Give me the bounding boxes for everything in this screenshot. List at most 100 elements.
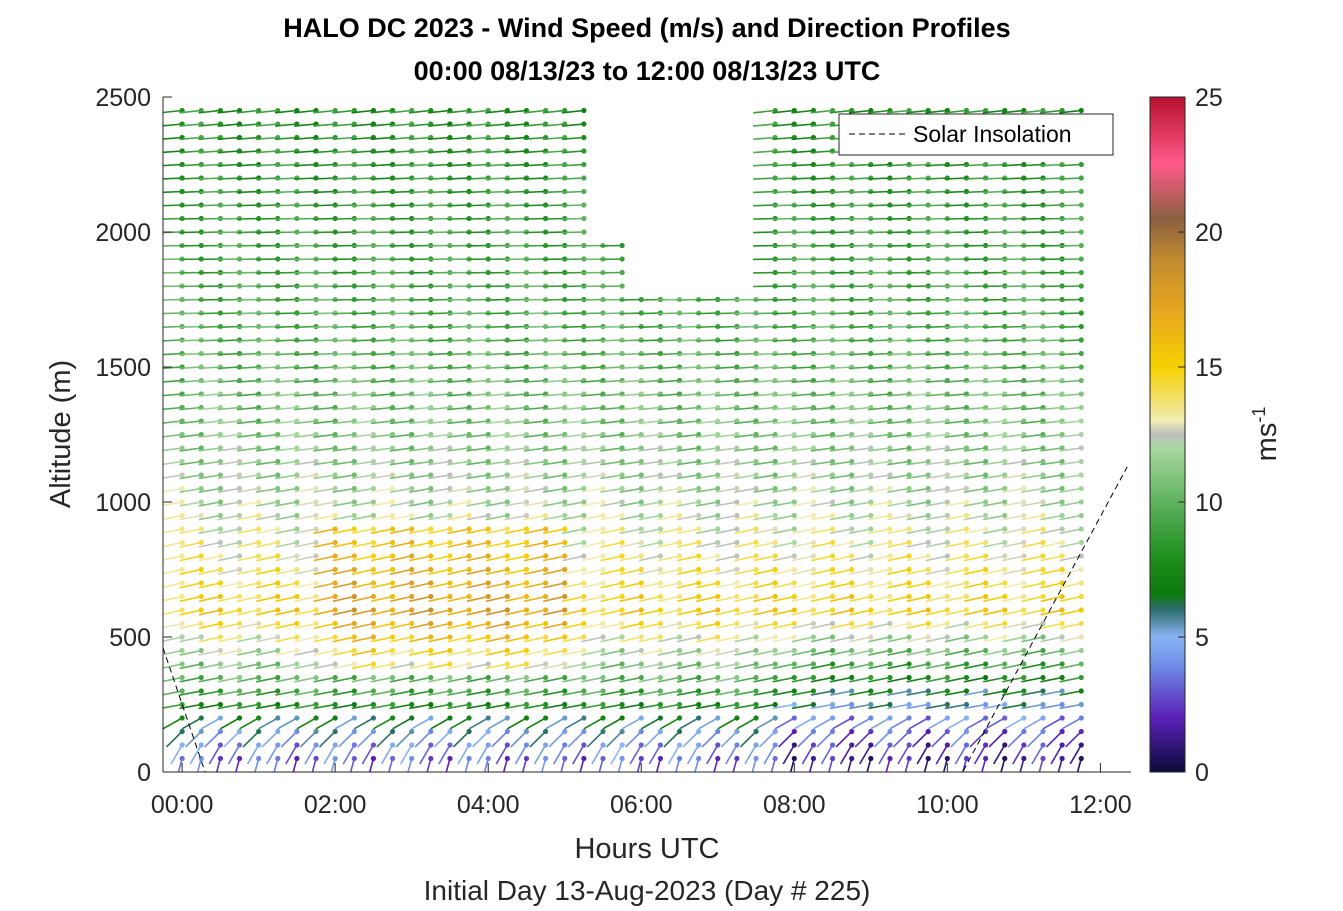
wind-barb [1059, 512, 1084, 521]
wind-barb [734, 701, 759, 710]
wind-barb [179, 688, 204, 696]
wind-barb [619, 701, 644, 710]
wind-barb [829, 458, 855, 466]
wind-barb [1059, 377, 1084, 384]
wind-barb [256, 566, 281, 575]
wind-barb [868, 647, 893, 656]
wind-barb [1059, 229, 1084, 235]
wind-barb [485, 458, 510, 466]
wind-barb [523, 580, 549, 589]
wind-barb [734, 620, 759, 630]
wind-barb [242, 728, 262, 748]
wind-barb [925, 431, 950, 438]
wind-barb [581, 526, 606, 535]
wind-barb [236, 458, 262, 466]
wind-barb [179, 607, 204, 616]
wind-barb [332, 701, 357, 710]
wind-barb [600, 499, 625, 507]
wind-barb [617, 755, 625, 772]
wind-barb [189, 742, 204, 765]
wind-barb [946, 715, 970, 730]
wind-barb [179, 472, 204, 480]
wind-barb [791, 485, 817, 493]
wind-barb [390, 553, 415, 562]
wind-barb [698, 715, 721, 730]
wind-barb [849, 701, 874, 710]
wind-barb [351, 647, 377, 656]
wind-barb [447, 661, 472, 670]
wind-barb [944, 539, 970, 548]
wind-barb [294, 661, 319, 670]
wind-barb [466, 566, 491, 575]
wind-barb [562, 688, 587, 696]
wind-barb [791, 526, 817, 535]
wind-barb [561, 134, 587, 141]
wind-barb [983, 647, 1008, 656]
wind-barb [332, 593, 357, 603]
wind-barb [866, 755, 874, 772]
wind-barb [772, 526, 797, 535]
wind-barb [925, 701, 950, 710]
wind-barb [600, 269, 625, 276]
wind-barb [485, 647, 510, 656]
wind-barb [561, 431, 587, 438]
wind-barb [370, 485, 396, 493]
wind-barb [925, 566, 950, 575]
wind-barb [466, 539, 491, 548]
wind-barb [370, 539, 396, 548]
wind-barb [1021, 647, 1046, 656]
wind-barb [275, 485, 300, 493]
wind-barb [772, 701, 797, 710]
wind-barb [399, 742, 415, 765]
wind-barb [389, 539, 415, 548]
wind-barb [542, 499, 568, 507]
wind-barb [963, 593, 989, 603]
wind-barb [985, 715, 1008, 730]
wind-barb [988, 728, 1008, 748]
wind-barb [931, 728, 950, 748]
wind-barb [638, 701, 663, 710]
wind-barb [621, 715, 644, 730]
wind-barb [906, 634, 931, 643]
wind-barb [638, 499, 663, 507]
wind-barb [1021, 512, 1046, 521]
wind-barb [163, 580, 185, 589]
wind-barb [868, 485, 893, 493]
wind-barb [572, 742, 587, 765]
wind-barb [600, 553, 625, 562]
wind-barb [292, 755, 300, 772]
wind-barb [445, 755, 453, 772]
wind-barb [1002, 512, 1027, 521]
wind-barb [163, 634, 185, 642]
wind-barb [829, 485, 855, 493]
wind-barb [982, 445, 1008, 452]
wind-barb [523, 674, 549, 683]
wind-barb [370, 566, 396, 575]
wind-barb [625, 728, 644, 748]
wind-barb [452, 728, 472, 748]
wind-barb [332, 472, 357, 480]
wind-barb [619, 445, 644, 452]
wind-barb [313, 647, 338, 656]
wind-barb [983, 634, 1008, 643]
wind-barb [277, 715, 300, 730]
wind-barb [1059, 647, 1084, 656]
wind-barb [466, 620, 491, 630]
wind-barb [598, 755, 606, 772]
wind-barb [906, 526, 931, 535]
wind-barb [543, 620, 568, 630]
wind-barb [961, 755, 970, 772]
wind-barb [655, 755, 663, 772]
wind-barb [772, 499, 797, 507]
wind-barb [963, 661, 989, 670]
wind-barb [447, 445, 472, 452]
wind-barb [313, 661, 338, 670]
wind-barb [868, 458, 893, 466]
wind-barb [543, 661, 568, 670]
wind-barb [504, 593, 530, 603]
wind-barb [1059, 620, 1084, 630]
wind-barb [504, 472, 530, 480]
wind-barb [583, 715, 606, 730]
wind-barb [217, 499, 243, 507]
wind-barb [695, 485, 721, 493]
